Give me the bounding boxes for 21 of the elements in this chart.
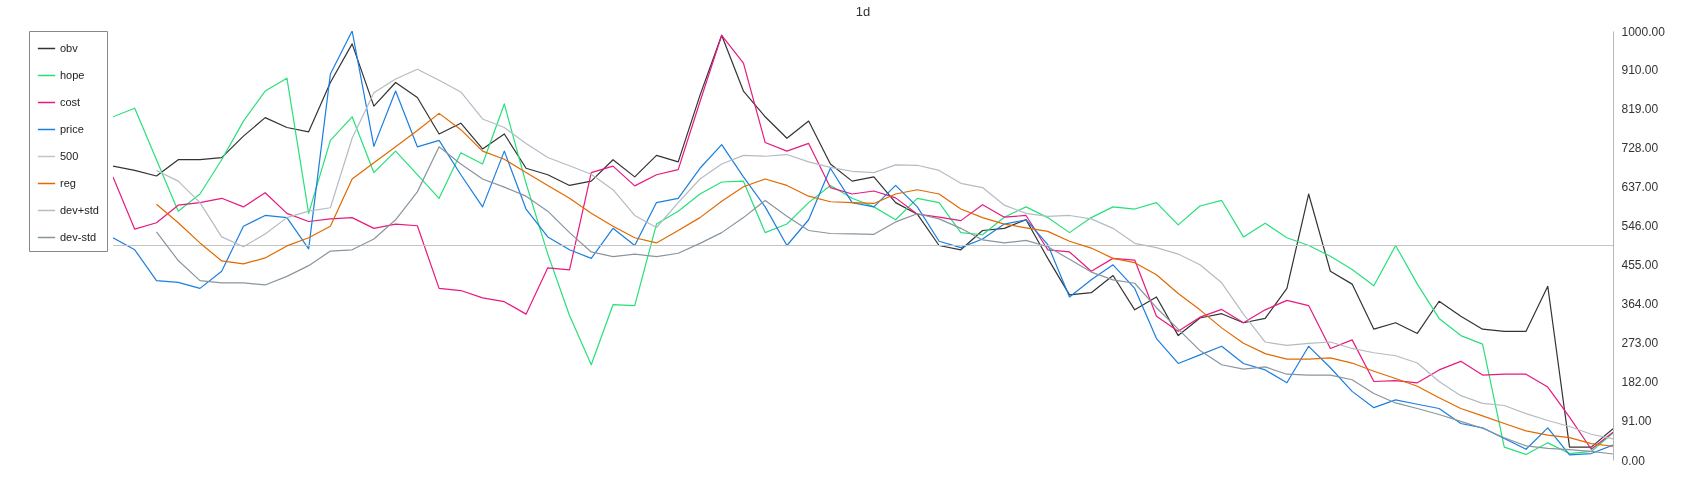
legend-label: price <box>60 122 84 135</box>
y-tick-label: 364.00 <box>1621 297 1659 312</box>
y-tick-label: 546.00 <box>1621 219 1659 234</box>
legend-label: cost <box>60 95 81 108</box>
legend-label: reg <box>60 176 76 189</box>
y-tick-label: 819.00 <box>1621 102 1659 117</box>
y-tick-label: 1000.00 <box>1621 24 1666 39</box>
y-tick-label: 728.00 <box>1621 141 1659 156</box>
y-tick-label: 273.00 <box>1621 336 1659 351</box>
y-tick-label: 455.00 <box>1621 258 1659 273</box>
legend-label: dev-std <box>60 230 97 243</box>
chart-title: 1d <box>855 4 871 19</box>
y-tick-label: 910.00 <box>1621 63 1659 78</box>
legend-label: dev+std <box>60 203 99 216</box>
y-tick-label: 91.00 <box>1621 414 1652 429</box>
legend-label: hope <box>60 68 85 81</box>
y-tick-label: 0.00 <box>1621 453 1646 468</box>
legend-label: obv <box>60 41 79 54</box>
legend-label: 500 <box>60 149 79 162</box>
y-tick-label: 182.00 <box>1621 375 1659 390</box>
y-tick-label: 637.00 <box>1621 180 1659 195</box>
